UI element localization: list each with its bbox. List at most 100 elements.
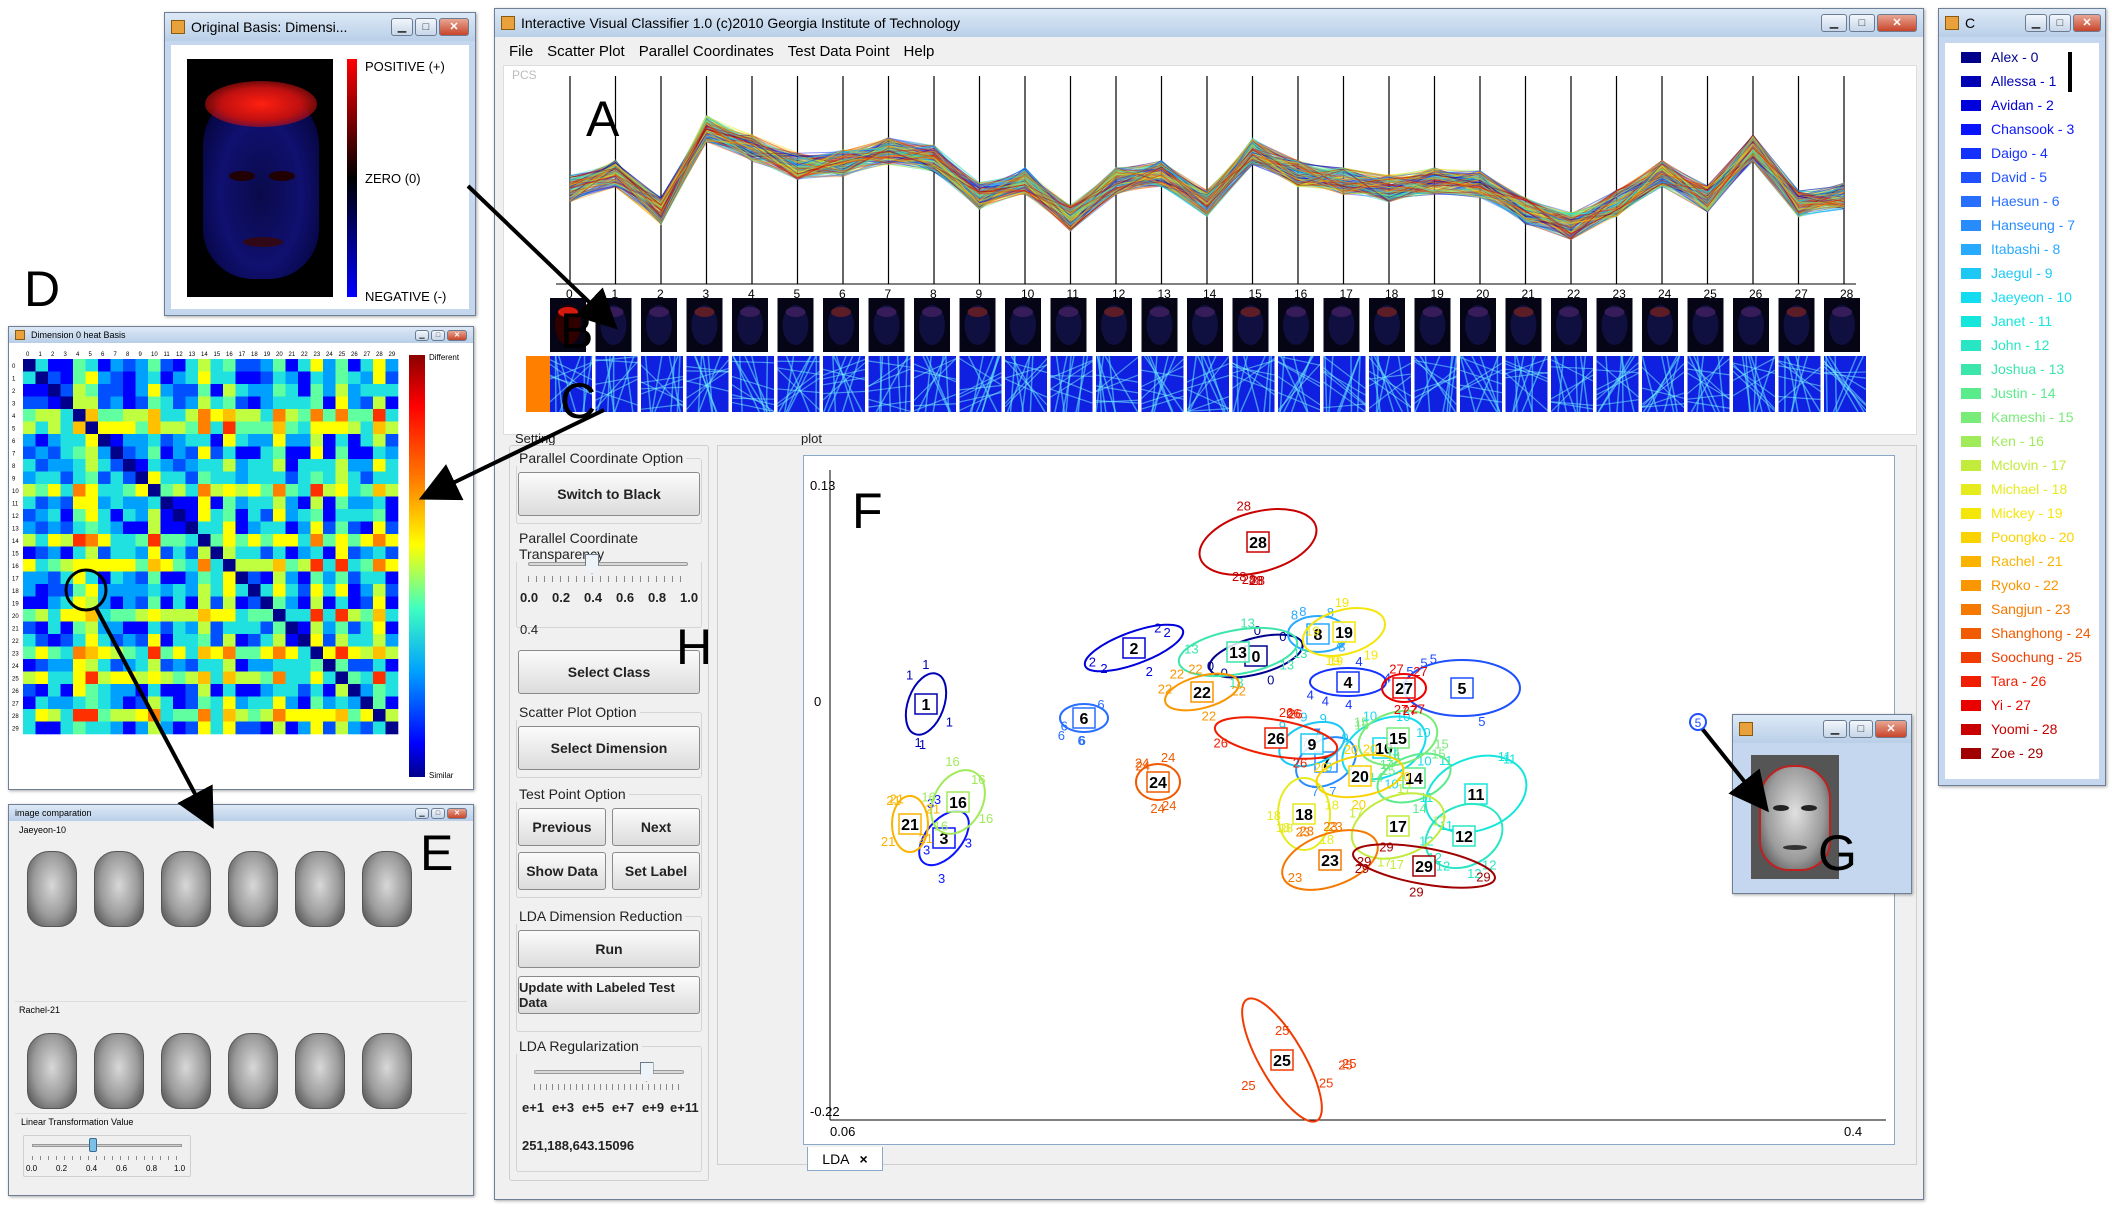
data-point-label[interactable]: 16 [921,790,935,805]
maximize-button[interactable]: □ [431,807,445,819]
data-point-label[interactable]: 21 [926,801,940,816]
data-point-label[interactable]: 20 [1352,797,1366,812]
heat-cell[interactable] [385,634,399,647]
heat-cell[interactable] [35,359,49,372]
heat-cell[interactable] [360,659,374,672]
heat-cell[interactable] [73,471,86,485]
heat-cell[interactable] [60,409,74,422]
heat-cell[interactable] [85,659,99,672]
heat-cell[interactable] [60,471,74,485]
heat-cell[interactable] [35,484,49,497]
heat-cell[interactable] [273,534,286,547]
heat-cell[interactable] [235,459,249,472]
heat-cell[interactable] [23,571,36,585]
heat-cell[interactable] [248,434,261,447]
heat-cell[interactable] [198,496,211,510]
heat-cell[interactable] [85,459,99,472]
heat-cell[interactable] [235,671,249,685]
data-point-label[interactable]: 27 [1411,701,1425,716]
heat-cell[interactable] [210,571,224,585]
heat-cell[interactable] [160,596,174,610]
heat-cell[interactable] [123,371,136,385]
heat-cell[interactable] [248,546,261,560]
data-point-label[interactable]: 6 [1061,719,1068,734]
heat-cell[interactable] [185,634,199,647]
heat-cell[interactable] [335,596,349,610]
heat-cell[interactable] [310,509,324,522]
heat-cell[interactable] [335,534,349,547]
heat-cell[interactable] [335,546,349,560]
heat-cell[interactable] [123,546,136,560]
heat-cell[interactable] [173,571,186,585]
heat-cell[interactable] [48,634,61,647]
heat-cell[interactable] [235,484,249,497]
heat-cell[interactable] [348,521,361,535]
heat-cell[interactable] [385,684,399,697]
heat-cell[interactable] [60,546,74,560]
heat-cell[interactable] [310,546,324,560]
heat-cell[interactable] [260,571,274,585]
heat-cell[interactable] [335,659,349,672]
heat-cell[interactable] [135,446,149,460]
heat-cell[interactable] [360,496,374,510]
heat-cell[interactable] [373,621,386,635]
heat-cell[interactable] [48,646,61,660]
legend-item[interactable]: Poongko - 20 [1961,529,2074,545]
heat-thumbnail[interactable] [959,355,1002,413]
heat-cell[interactable] [73,559,86,572]
heat-cell[interactable] [185,496,199,510]
heat-cell[interactable] [285,421,299,435]
heat-cell[interactable] [85,484,99,497]
heat-cell[interactable] [298,546,311,560]
data-point-label[interactable]: 18 [1267,808,1281,823]
heat-cell[interactable] [23,696,36,710]
heat-cell[interactable] [335,621,349,635]
heat-cell[interactable] [98,359,111,372]
data-point-label[interactable]: 28 [1251,573,1265,588]
legend-item[interactable]: Hanseung - 7 [1961,217,2075,233]
heat-thumbnail[interactable] [1141,355,1184,413]
heat-cell[interactable] [348,659,361,672]
data-point-label[interactable]: 25 [1241,1078,1255,1093]
heat-cell[interactable] [135,584,149,597]
heat-cell[interactable] [73,484,86,497]
data-point-label[interactable]: 11 [1503,752,1517,767]
heat-cell[interactable] [273,409,286,422]
heat-cell[interactable] [335,384,349,397]
heat-cell[interactable] [373,559,386,572]
heat-cell[interactable] [385,371,399,385]
basis-thumbnail[interactable] [1096,298,1132,352]
heat-cell[interactable] [373,471,386,485]
data-point-label[interactable]: 25 [1319,1076,1333,1091]
data-point-label[interactable]: 29 [1357,854,1371,869]
heat-cell[interactable] [223,646,236,660]
cluster-centroid[interactable] [1292,803,1316,825]
heat-cell[interactable] [160,434,174,447]
heat-thumbnail[interactable] [1232,355,1275,413]
heat-cell[interactable] [323,671,336,685]
heat-cell[interactable] [285,371,299,385]
heat-cell[interactable] [73,459,86,472]
data-point-label[interactable]: 23 [1328,819,1342,834]
heat-cell[interactable] [60,684,74,697]
data-point-label[interactable]: 25 [1342,1056,1356,1071]
heatmap[interactable]: 0011223344556677889910101111121213131414… [11,347,407,787]
heat-cell[interactable] [98,571,111,585]
heat-cell[interactable] [98,721,111,735]
heat-cell[interactable] [360,571,374,585]
heat-cell[interactable] [48,359,61,372]
heat-cell[interactable] [348,721,361,735]
heat-cell[interactable] [298,684,311,697]
heat-cell[interactable] [348,471,361,485]
run-button[interactable]: Run [518,930,700,968]
heat-cell[interactable] [48,609,61,622]
heat-cell[interactable] [260,546,274,560]
heat-cell[interactable] [285,571,299,585]
heat-cell[interactable] [310,484,324,497]
heat-cell[interactable] [260,459,274,472]
heat-cell[interactable] [123,696,136,710]
heat-cell[interactable] [273,471,286,485]
